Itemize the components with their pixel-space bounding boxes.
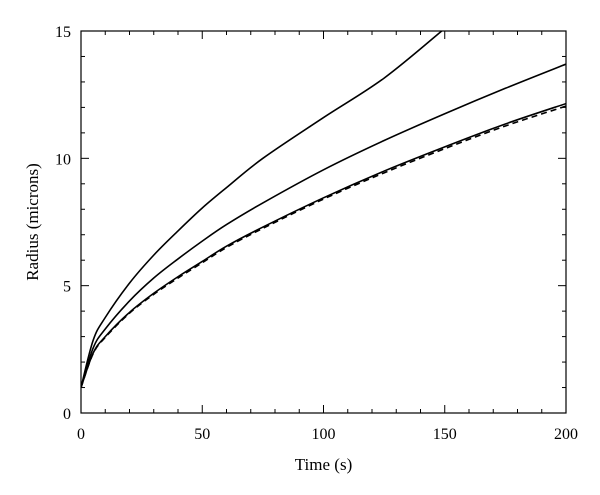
series-line-3 [81, 102, 566, 388]
x-axis-title: Time (s) [295, 455, 352, 474]
series-line-2 [81, 63, 566, 388]
y-axis-ticks: 0 5 10 15 [55, 24, 566, 423]
y-axis-title: Radius (microns) [23, 163, 42, 281]
x-tick-label: 150 [433, 426, 457, 443]
y-tick-label: 0 [63, 406, 71, 423]
x-axis-ticks: 0 50 100 150 200 [77, 31, 578, 443]
series-line-1 [81, 31, 443, 388]
x-tick-label: 100 [312, 426, 336, 443]
x-tick-label: 200 [554, 426, 578, 443]
plot-frame [80, 30, 567, 414]
x-tick-label: 0 [77, 426, 85, 443]
y-tick-label: 15 [55, 24, 71, 41]
y-tick-label: 5 [63, 279, 71, 296]
plot-curves [81, 31, 566, 388]
y-tick-label: 10 [55, 151, 71, 168]
x-tick-label: 50 [194, 426, 210, 443]
series-line-4-dashed [81, 105, 566, 388]
